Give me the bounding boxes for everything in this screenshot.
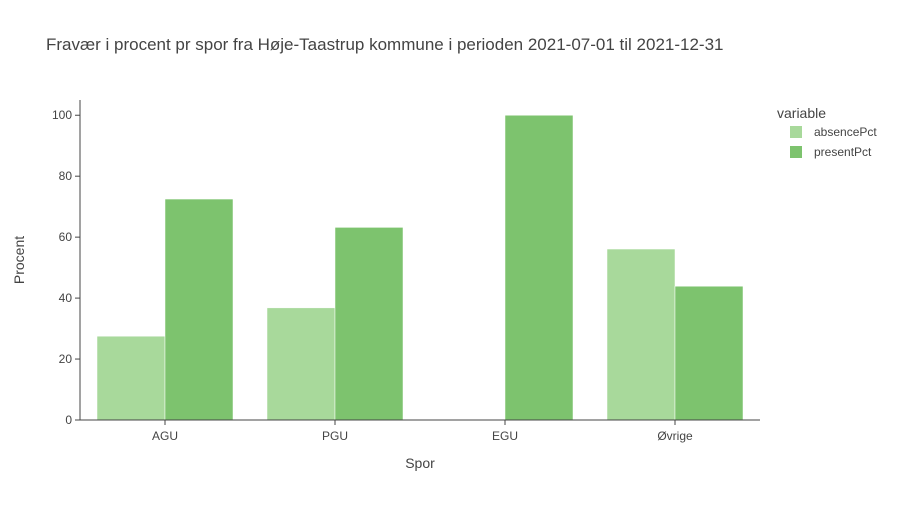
chart-title: Fravær i procent pr spor fra Høje-Taastr…	[46, 35, 724, 54]
legend-title: variable	[777, 105, 826, 121]
bar-absencePct-0	[96, 335, 166, 421]
y-axis-label: Procent	[11, 236, 27, 284]
legend-label-presentPct: presentPct	[814, 145, 872, 159]
y-axis: 0 20 40 60 80 100	[52, 100, 81, 427]
bar-absencePct-3	[606, 248, 676, 421]
x-axis-label: Spor	[405, 455, 435, 471]
bar-presentPct-3	[674, 285, 744, 421]
y-tick-label-5: 100	[52, 108, 72, 122]
x-tick-label-3: Øvrige	[657, 429, 693, 443]
x-tick-label-2: EGU	[492, 429, 518, 443]
x-axis: AGU PGU EGU Øvrige	[80, 419, 760, 443]
bar-presentPct-2	[504, 114, 574, 421]
y-tick-label-2: 40	[59, 291, 73, 305]
bar-presentPct-1	[334, 227, 404, 421]
x-tick-label-0: AGU	[152, 429, 178, 443]
y-tick-label-0: 0	[65, 413, 72, 427]
bar-absencePct-1	[266, 307, 336, 421]
y-tick-label-4: 80	[59, 169, 73, 183]
legend-label-absencePct: absencePct	[814, 125, 877, 139]
legend: variable absencePct presentPct	[777, 105, 877, 159]
x-tick-label-1: PGU	[322, 429, 348, 443]
legend-swatch-absencePct	[790, 126, 802, 138]
y-tick-label-3: 60	[59, 230, 73, 244]
legend-swatch-presentPct	[790, 146, 802, 158]
bar-presentPct-0	[164, 198, 234, 421]
y-tick-label-1: 20	[59, 352, 73, 366]
plot-area	[96, 114, 744, 421]
